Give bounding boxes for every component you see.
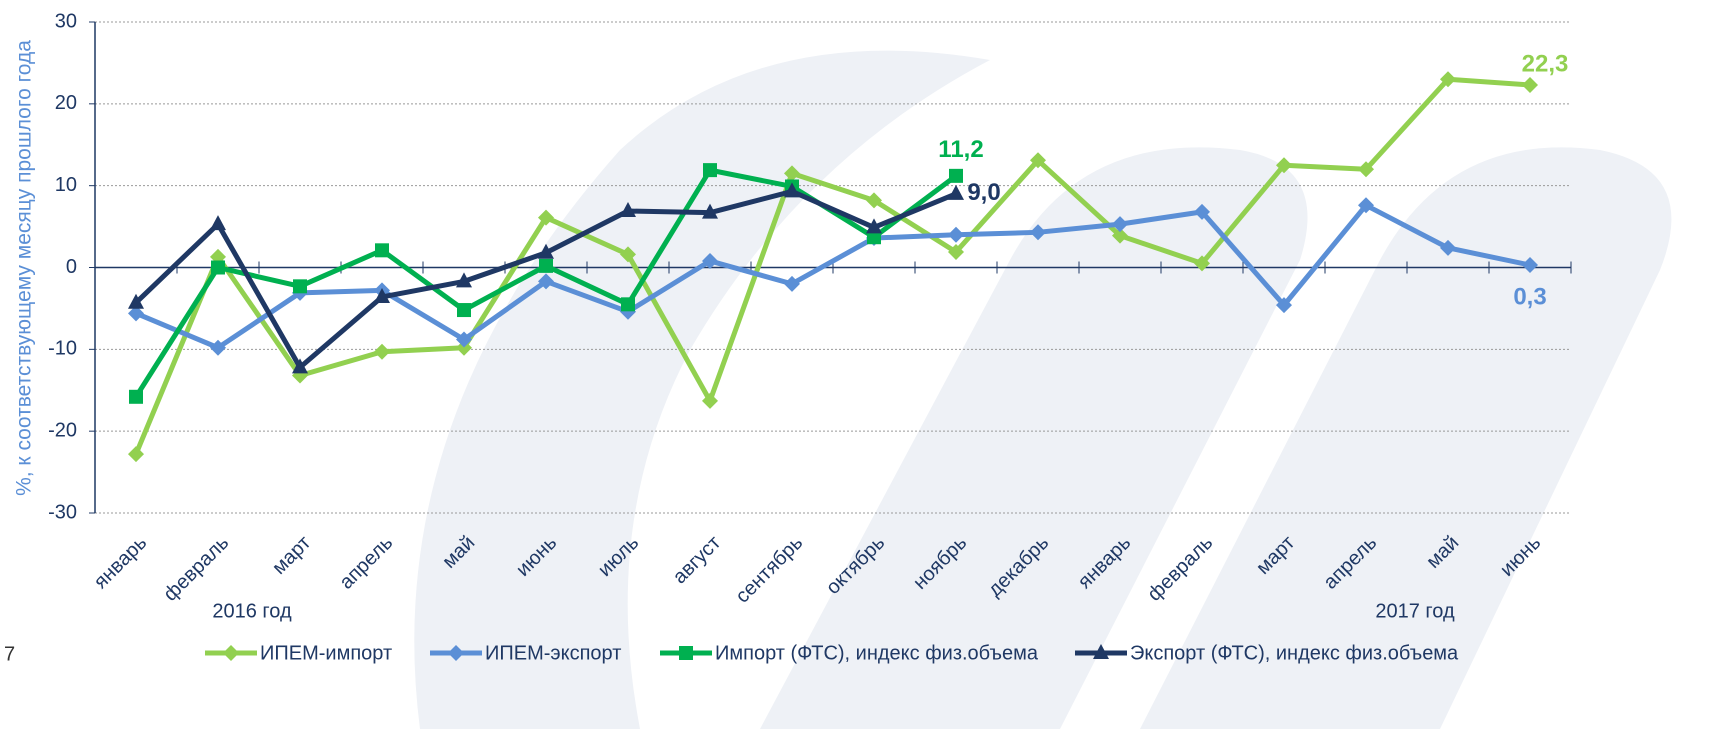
marker [1030, 224, 1046, 241]
legend-item: Экспорт (ФТС), индекс физ.объема [1075, 642, 1459, 664]
marker [538, 273, 554, 290]
series-line [133, 76, 1531, 456]
marker [703, 163, 717, 178]
marker [210, 215, 226, 231]
marker [1194, 203, 1210, 220]
marker [538, 243, 554, 259]
marker [1276, 297, 1292, 314]
marker [457, 303, 471, 318]
marker [210, 339, 226, 356]
data-label: 0,3 [1513, 283, 1546, 310]
marker [128, 305, 144, 322]
y-axis-label: %, к соответствующему месяцу прошлого го… [13, 40, 36, 496]
marker [1112, 216, 1128, 233]
marker [539, 258, 553, 273]
marker [620, 246, 636, 263]
marker [293, 279, 307, 294]
marker [374, 287, 390, 303]
marker [1194, 255, 1210, 272]
marker [702, 252, 718, 269]
data-label: 9,0 [967, 179, 1000, 206]
marker [1358, 197, 1374, 214]
y-tick-label: -10 [48, 338, 77, 360]
legend-item: ИПЕМ-экспорт [430, 642, 621, 664]
x-tick-label: сентябрь [731, 532, 807, 608]
data-label: 22,3 [1522, 50, 1569, 77]
x-tick-label: январь [90, 532, 151, 593]
marker [784, 165, 800, 182]
y-tick-label: -20 [48, 419, 77, 441]
marker [784, 275, 800, 292]
marker [620, 202, 636, 218]
marker [866, 192, 882, 209]
legend-label: ИПЕМ-экспорт [485, 642, 621, 664]
legend-label: Экспорт (ФТС), индекс физ.объема [1130, 642, 1459, 664]
marker [948, 184, 964, 200]
y-tick-label: -30 [48, 501, 77, 523]
marker [1276, 157, 1292, 174]
marker [621, 297, 635, 312]
marker [538, 209, 554, 226]
marker [223, 645, 239, 661]
data-label: 11,2 [938, 136, 983, 163]
marker [292, 358, 308, 374]
marker [948, 243, 964, 260]
marker [456, 331, 472, 348]
marker [1522, 257, 1538, 274]
marker [1440, 239, 1456, 256]
marker [679, 646, 693, 660]
marker [448, 645, 464, 661]
legend-item: ИПЕМ-импорт [205, 642, 392, 664]
marker [211, 260, 225, 275]
y-tick-label: 0 [66, 256, 77, 278]
year-label: 2016 год [212, 600, 292, 622]
x-tick-label: февраль [159, 532, 233, 606]
marker [1358, 161, 1374, 178]
legend-label: ИПЕМ-импорт [260, 642, 392, 664]
marker [949, 168, 963, 183]
marker [1093, 644, 1109, 659]
year-label: 2017 год [1375, 600, 1455, 622]
watermark [414, 50, 1672, 729]
marker [784, 182, 800, 198]
marker [867, 230, 881, 245]
marker [948, 226, 964, 243]
marker [375, 243, 389, 258]
marker [866, 218, 882, 234]
marker [456, 272, 472, 288]
page-number: 7 [4, 643, 15, 665]
marker [129, 389, 143, 404]
marker [374, 343, 390, 360]
y-tick-label: 10 [55, 174, 77, 196]
marker [702, 203, 718, 219]
marker [128, 293, 144, 309]
legend-item: Импорт (ФТС), индекс физ.объема [660, 642, 1039, 664]
series-line [135, 202, 1531, 351]
y-tick-label: 30 [55, 10, 77, 32]
marker [702, 392, 718, 409]
legend-label: Импорт (ФТС), индекс физ.объема [715, 642, 1039, 664]
marker [128, 446, 144, 463]
marker [1440, 71, 1456, 88]
x-tick-label: апрель [335, 532, 397, 594]
x-tick-label: март [268, 532, 315, 579]
x-tick-label: август [669, 532, 726, 589]
marker [1522, 77, 1538, 94]
marker [1030, 152, 1046, 169]
y-tick-label: 20 [55, 92, 77, 114]
marker [456, 339, 472, 356]
marker [1112, 227, 1128, 244]
